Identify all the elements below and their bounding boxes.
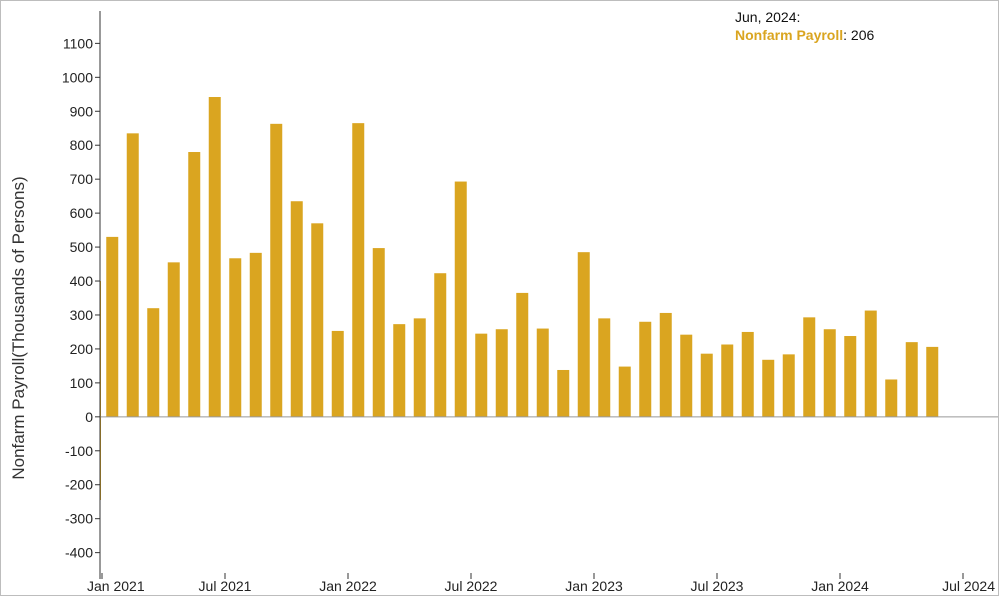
bar-2023-04[interactable]: [639, 321, 652, 417]
x-tick-label: Jan 2022: [319, 578, 377, 594]
bar-2023-10[interactable]: [762, 359, 775, 417]
y-tick-label: 900: [70, 103, 94, 119]
bar-2022-09[interactable]: [495, 329, 508, 417]
y-tick-label: 100: [70, 375, 94, 391]
bar-2023-09[interactable]: [741, 331, 754, 417]
bar-2024-03[interactable]: [864, 310, 877, 417]
bar-2022-08[interactable]: [475, 333, 488, 417]
y-tick-label: -100: [65, 443, 93, 459]
bar-2023-02[interactable]: [598, 318, 611, 417]
y-tick-label: 700: [70, 171, 94, 187]
bar-2024-06[interactable]: [926, 346, 939, 417]
bar-2023-08[interactable]: [721, 344, 734, 417]
bars-group: [100, 97, 939, 501]
bar-2021-08[interactable]: [229, 258, 242, 417]
bar-2021-06[interactable]: [188, 152, 201, 417]
y-tick-label: 1000: [62, 69, 93, 85]
bar-2022-02[interactable]: [352, 123, 365, 417]
bar-2023-07[interactable]: [700, 353, 713, 417]
bar-2023-11[interactable]: [782, 354, 795, 417]
y-tick-label: 1100: [63, 35, 93, 51]
x-tick-label: Jul 2023: [691, 578, 744, 594]
bar-2023-05[interactable]: [659, 312, 672, 417]
y-tick-label: 300: [70, 307, 94, 323]
y-tick-label: 400: [70, 273, 94, 289]
y-tick-label: -400: [65, 545, 93, 561]
x-ticks-group: Jan 2021 Jul 2021 Jan 2022 Jul 2022 Jan 2023…: [87, 573, 995, 594]
bar-2024-01[interactable]: [823, 329, 836, 417]
bar-2023-01[interactable]: [577, 252, 590, 417]
y-tick-label: 200: [70, 341, 94, 357]
y-tick-label: 600: [70, 205, 94, 221]
bar-2022-03[interactable]: [372, 248, 385, 417]
y-axis-label: Nonfarm Payroll(Thousands of Persons): [9, 176, 28, 479]
bar-2022-12[interactable]: [557, 369, 570, 417]
bar-2021-03[interactable]: [126, 133, 139, 417]
x-tick-label: Jan 2024: [811, 578, 869, 594]
bar-2021-11[interactable]: [290, 201, 303, 417]
bar-2021-09[interactable]: [249, 252, 262, 417]
bar-2021-12[interactable]: [311, 223, 324, 417]
tooltip-series-line: Nonfarm Payroll: 206: [735, 26, 874, 44]
bar-2022-11[interactable]: [536, 328, 549, 417]
bar-2022-10[interactable]: [516, 292, 529, 417]
y-ticks-group: -400 -300 -200 -100 0 100 200 300 400 500 600 700 80…: [62, 35, 100, 561]
y-tick-label: 0: [85, 409, 93, 425]
bar-2022-04[interactable]: [393, 324, 406, 417]
bar-2024-05[interactable]: [905, 342, 918, 417]
bar-2022-07[interactable]: [454, 181, 467, 417]
tooltip-series-name: Nonfarm Payroll: [735, 27, 844, 43]
bar-2021-05[interactable]: [167, 262, 180, 417]
bar-2021-04[interactable]: [147, 308, 160, 417]
x-tick-label: Jul 2024: [942, 578, 995, 594]
bar-2023-03[interactable]: [618, 366, 631, 417]
bar-2021-10[interactable]: [270, 123, 283, 417]
tooltip-date: Jun, 2024:: [735, 9, 801, 25]
hover-tooltip: Jun, 2024: Nonfarm Payroll: 206: [735, 8, 874, 44]
bar-2022-06[interactable]: [434, 273, 447, 417]
y-tick-label: -300: [65, 511, 93, 527]
bar-2023-06[interactable]: [680, 334, 693, 417]
bar-2024-02[interactable]: [844, 336, 857, 417]
y-tick-label: 800: [70, 137, 94, 153]
y-tick-label: 500: [70, 239, 94, 255]
bar-2021-07[interactable]: [208, 97, 221, 417]
x-tick-label: Jul 2022: [445, 578, 498, 594]
bar-2023-12[interactable]: [803, 317, 816, 417]
x-tick-label: Jan 2021: [87, 578, 145, 594]
y-tick-label: -200: [65, 477, 93, 493]
tooltip-value: : 206: [843, 27, 875, 43]
bar-2022-05[interactable]: [413, 318, 426, 417]
x-tick-label: Jan 2023: [565, 578, 623, 594]
bar-2024-04[interactable]: [885, 379, 898, 417]
bar-2021-02[interactable]: [106, 236, 119, 417]
x-tick-label: Jul 2021: [199, 578, 252, 594]
bar-2022-01[interactable]: [331, 330, 344, 417]
